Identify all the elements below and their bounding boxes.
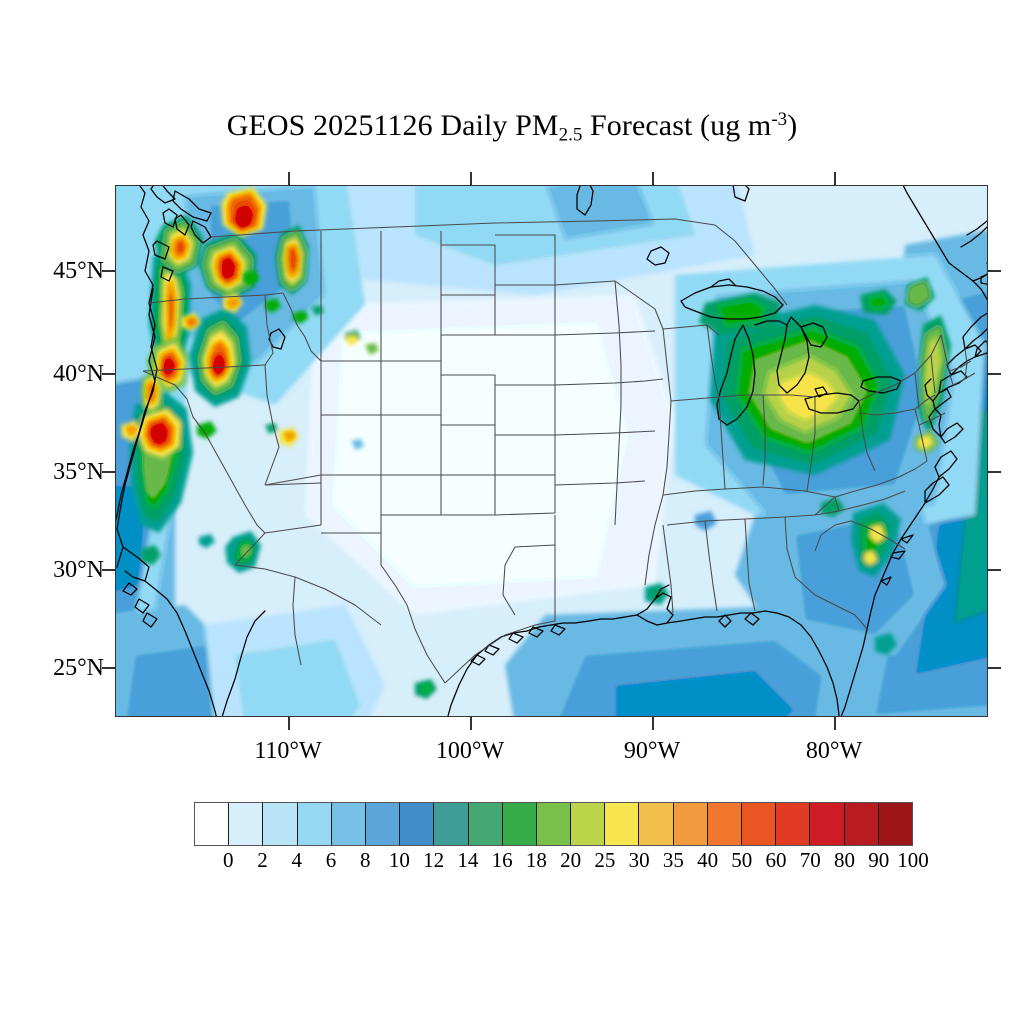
colorbar-label-25: 25 (594, 848, 616, 872)
lat-tick-left-40n (102, 373, 115, 375)
lon-tick-top-110w (288, 172, 290, 185)
colorbar-tick-labels: 0 2 4 6 8 10 12 14 16 18 20 25 30 35 40 50 60 70 80 90 100 (194, 848, 929, 880)
colorbar-label-8: 8 (359, 848, 371, 872)
colorbar-cell-7 (434, 803, 469, 845)
lon-tick-top-100w (470, 172, 472, 185)
lon-tick-top-80w (834, 172, 836, 185)
colorbar-label-100: 100 (897, 848, 929, 872)
lat-tick-right-30n (988, 569, 1001, 571)
lat-tick-right-45n (988, 270, 1001, 272)
lat-label-30n: 30°N (53, 557, 104, 583)
colorbar-label-35: 35 (662, 848, 684, 872)
lon-label-90w: 90°W (623, 738, 681, 764)
colorbar-cell-15 (707, 803, 742, 845)
colorbar-label-90: 90 (868, 848, 890, 872)
pm25-hotspots-interior (225, 423, 897, 699)
pm25-plume-south-carolina (821, 497, 901, 577)
colorbar-cell-8 (468, 803, 503, 845)
lon-label-80w: 80°W (805, 738, 863, 764)
colorbar-label-30: 30 (628, 848, 650, 872)
pm25-plume-great-lakes (699, 289, 905, 475)
lat-tick-left-45n (102, 270, 115, 272)
colorbar-label-50: 50 (731, 848, 753, 872)
colorbar-label-40: 40 (697, 848, 719, 872)
lon-tick-bottom-110w (288, 717, 290, 730)
lat-tick-left-25n (102, 667, 115, 669)
colorbar-label-80: 80 (834, 848, 856, 872)
state-borders (142, 218, 976, 684)
colorbar-cell-9 (502, 803, 537, 845)
colorbar (194, 802, 913, 846)
lat-tick-right-40n (988, 373, 1001, 375)
colorbar-label-16: 16 (491, 848, 513, 872)
lat-label-40n: 40°N (53, 361, 104, 387)
lat-tick-right-35n (988, 471, 1001, 473)
colorbar-cell-10 (536, 803, 572, 845)
lon-label-110w: 110°W (254, 738, 322, 764)
colorbar-label-60: 60 (765, 848, 787, 872)
colorbar-label-2: 2 (257, 848, 268, 872)
lat-label-45n: 45°N (53, 258, 104, 284)
colorbar-cell-1 (229, 803, 264, 845)
colorbar-cell-3 (297, 803, 332, 845)
colorbar-cell-19 (844, 803, 879, 845)
colorbar-cell-5 (365, 803, 401, 845)
colorbar-cell-20 (878, 803, 912, 845)
colorbar-cell-2 (263, 803, 298, 845)
lat-tick-left-30n (102, 569, 115, 571)
title-prefix: GEOS 20251126 Daily PM (226, 109, 559, 142)
colorbar-cell-17 (776, 803, 811, 845)
lon-label-100w: 100°W (435, 738, 505, 764)
colorbar-label-14: 14 (457, 848, 479, 872)
colorbar-cell-4 (331, 803, 366, 845)
lat-label-25n: 25°N (53, 655, 104, 681)
colorbar-label-4: 4 (291, 848, 302, 872)
title-superscript: -3 (771, 109, 788, 131)
colorbar-cell-11 (571, 803, 606, 845)
lon-tick-bottom-100w (470, 717, 472, 730)
pm25-hotspots-california (121, 371, 215, 565)
colorbar-cell-0 (195, 803, 230, 845)
title-middle: Forecast (ug m (582, 109, 772, 142)
colorbar-label-70: 70 (799, 848, 821, 872)
colorbar-label-20: 20 (560, 848, 582, 872)
title-suffix: ) (787, 109, 798, 142)
lon-tick-bottom-90w (652, 717, 654, 730)
colorbar-cell-6 (400, 803, 435, 845)
map-plot-area (115, 185, 988, 717)
colorbar-cell-14 (673, 803, 708, 845)
colorbar-label-6: 6 (325, 848, 337, 872)
lat-tick-left-35n (102, 471, 115, 473)
lat-tick-right-25n (988, 667, 1001, 669)
lon-tick-bottom-80w (834, 717, 836, 730)
colorbar-label-18: 18 (525, 848, 547, 872)
colorbar-label-10: 10 (388, 848, 410, 872)
pm25-hotspots-pacific-northwest (147, 187, 379, 439)
colorbar-cell-13 (639, 803, 674, 845)
colorbar-cell-18 (810, 803, 845, 845)
figure-title: GEOS 20251126 Daily PM2.5 Forecast (ug m… (0, 109, 1024, 146)
colorbar-cell-12 (605, 803, 640, 845)
pm25-map (115, 185, 988, 717)
colorbar-cell-16 (742, 803, 777, 845)
colorbar-label-12: 12 (423, 848, 445, 872)
colorbar-cells (194, 802, 913, 846)
colorbar-label-0: 0 (222, 848, 234, 872)
lon-tick-top-90w (652, 172, 654, 185)
title-subscript: 2.5 (558, 124, 583, 146)
lat-label-35n: 35°N (53, 459, 104, 485)
